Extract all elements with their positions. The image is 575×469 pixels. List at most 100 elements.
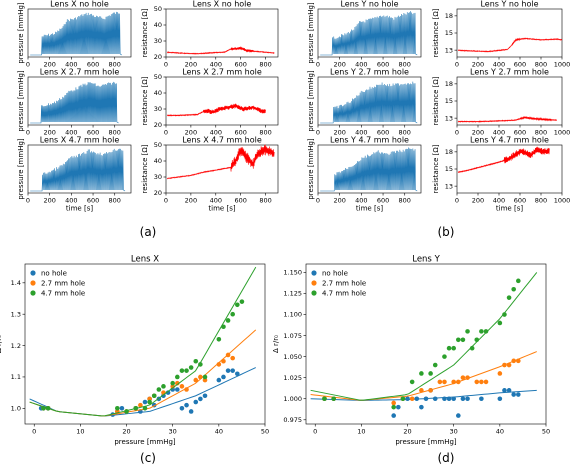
panel-title: Lens X 4.7 mm hole — [182, 136, 262, 145]
x-tick-label: 200 — [185, 61, 197, 69]
x-tick-label: 200 — [43, 129, 55, 137]
resistance-trace — [457, 146, 550, 174]
data-point — [516, 278, 521, 284]
chart-lensX-nohole-pressure: 0 200 400 600 800 Lens X no hole pressure [mmH… — [17, 0, 132, 69]
x-tick-label: 50 — [261, 428, 269, 436]
data-point — [216, 362, 222, 367]
x-tick-label: 800 — [259, 197, 271, 205]
y-tick-label: 1.150 — [283, 269, 302, 277]
data-point — [165, 390, 171, 395]
y-tick-label: 1.3 — [11, 310, 21, 318]
data-point — [511, 358, 516, 364]
x-tick-label: 600 — [514, 129, 526, 137]
axes-frame — [305, 263, 547, 425]
x-tick-label: 0 — [32, 428, 36, 436]
y-tick-label: 18 — [445, 12, 453, 20]
y-tick-label: 18 — [445, 80, 453, 88]
x-tick-label: 800 — [109, 129, 121, 137]
x-tick-label: 20 — [122, 428, 130, 436]
data-point — [230, 311, 235, 317]
y-tick-label: 40 — [154, 89, 162, 97]
pressure-trace — [320, 81, 418, 124]
resistance-trace — [166, 144, 275, 180]
x-tick-label: 600 — [377, 129, 389, 137]
x-tick-label: 0 — [455, 129, 459, 137]
y-tick-label: 50 — [154, 73, 162, 81]
caption-c: (c) — [140, 451, 156, 465]
resistance-trace — [457, 37, 563, 53]
panel-title: Lens X 2.7 mm hole — [40, 68, 120, 77]
x-tick-label: 600 — [234, 129, 246, 137]
data-point — [428, 371, 433, 376]
y-tick-label: 13 — [445, 114, 453, 122]
fit-line — [29, 329, 257, 417]
data-point — [322, 396, 327, 402]
x-tick-label: 400 — [210, 61, 222, 69]
y-axis-label: Δ r/r₀ — [272, 335, 280, 353]
legend-label: 2.7 mm hole — [41, 280, 85, 288]
x-tick-label: 10 — [357, 428, 365, 436]
panel-title: Lens Y 2.7 mm hole — [470, 68, 549, 77]
resistance-trace — [166, 103, 266, 117]
x-tick-label: 600 — [87, 61, 99, 69]
data-point — [479, 379, 484, 385]
data-point — [198, 374, 203, 380]
data-point — [442, 354, 447, 359]
x-tick-label: 0 — [26, 61, 30, 69]
legend-marker — [30, 280, 36, 286]
legend-marker — [30, 270, 36, 276]
panel-title: Lens Y 4.7 mm hole — [330, 136, 409, 145]
axes-frame — [456, 76, 563, 126]
panel-title: Lens X 2.7 mm hole — [182, 68, 262, 77]
data-point — [198, 396, 203, 402]
resistance-trace — [166, 46, 275, 55]
y-tick-label: 13 — [445, 182, 453, 190]
legend-label: no hole — [322, 270, 348, 278]
x-tick-label: 800 — [109, 197, 121, 205]
data-point — [216, 336, 222, 342]
data-point — [156, 387, 162, 392]
data-point — [115, 406, 120, 411]
x-tick-label: 0 — [316, 197, 320, 205]
x-axis-label: time [s] — [66, 205, 93, 213]
data-point — [175, 387, 180, 392]
data-point — [239, 299, 245, 304]
pressure-trace — [320, 147, 418, 192]
caption-b: (b) — [438, 225, 455, 239]
data-point — [432, 362, 438, 368]
data-point — [119, 406, 125, 411]
data-point — [400, 396, 406, 402]
y-tick-label: 15 — [445, 29, 453, 37]
x-axis-label: time [s] — [208, 205, 235, 213]
data-point — [188, 365, 194, 370]
y-axis-label: pressure [mmHg] — [17, 2, 25, 64]
axes-frame — [24, 263, 266, 425]
panel-title: Lens Y 4.7 mm hole — [470, 136, 549, 145]
y-tick-label: 18 — [445, 148, 453, 156]
panel-title: Lens X no hole — [193, 0, 252, 9]
data-point — [414, 396, 420, 402]
y-tick-label: 30 — [154, 37, 162, 45]
data-point — [511, 286, 516, 292]
legend-label: 4.7 mm hole — [41, 290, 85, 298]
y-tick-label: 13 — [445, 46, 453, 54]
data-point — [460, 337, 466, 343]
panel-title: Lens Y 2.7 mm hole — [330, 68, 409, 77]
y-tick-label: 30 — [154, 173, 162, 181]
panel-title: Lens Y — [412, 255, 440, 265]
x-tick-label: 800 — [259, 61, 271, 69]
data-point — [138, 402, 143, 408]
x-tick-label: 200 — [43, 197, 55, 205]
axes-frame — [317, 144, 422, 194]
y-tick-label: 15 — [445, 97, 453, 105]
data-point — [198, 362, 203, 367]
panel-title: Lens Y no hole — [340, 0, 398, 9]
x-tick-label: 800 — [259, 129, 271, 137]
y-tick-label: 1.2 — [11, 342, 21, 350]
x-tick-label: 800 — [535, 197, 547, 205]
x-tick-label: 400 — [493, 197, 505, 205]
legend-marker — [311, 290, 317, 296]
x-tick-label: 1000 — [554, 197, 571, 205]
pressure-trace — [30, 11, 122, 56]
legend-marker — [311, 280, 317, 286]
